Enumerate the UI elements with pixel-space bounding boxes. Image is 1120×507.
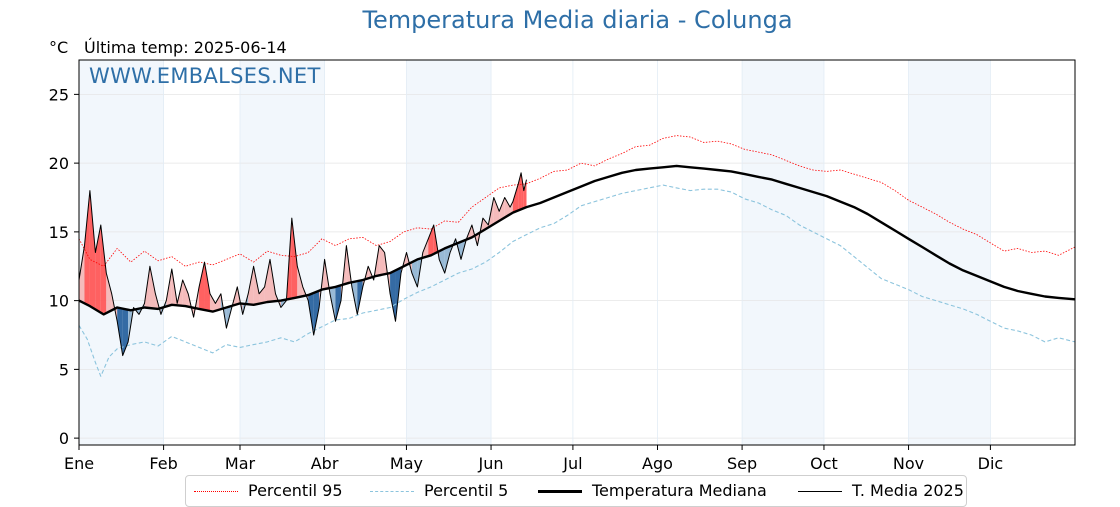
anomaly-fill-above	[264, 259, 271, 303]
anomaly-fill-above	[428, 225, 434, 257]
y-tick-label: 25	[49, 85, 69, 104]
series-line-p5	[78, 184, 1076, 377]
anomaly-fill-below	[411, 259, 418, 287]
legend: Percentil 95 Percentil 5 Temperatura Med…	[185, 475, 967, 507]
anomaly-fill-above	[215, 293, 221, 311]
x-tick-label-mar: Mar	[225, 454, 256, 473]
anomaly-fill-above	[204, 262, 210, 312]
anomaly-fill-below	[439, 248, 445, 274]
x-tick-label-jun: Jun	[478, 454, 504, 473]
y-tick-label: 0	[59, 429, 69, 448]
anomaly-fill-below	[122, 308, 129, 356]
anomaly-fill-above	[149, 266, 156, 309]
x-tick-label-jul: Jul	[562, 454, 582, 473]
x-tick-label-nov: Nov	[893, 454, 924, 473]
legend-swatch-p95	[194, 491, 238, 492]
anomaly-fill-above	[504, 197, 511, 218]
anomaly-fill-above	[510, 201, 513, 215]
anomaly-fill-above	[512, 183, 519, 213]
anomaly-fill-above	[106, 273, 112, 313]
x-tick-label-ene: Ene	[64, 454, 94, 473]
anomaly-fill-below	[313, 290, 320, 335]
anomaly-fill-above	[89, 190, 96, 310]
y-tick-label: 20	[49, 154, 69, 173]
month-shade-sep	[742, 60, 824, 445]
x-tick-label-dic: Dic	[978, 454, 1004, 473]
x-tick-label-abr: Abr	[311, 454, 339, 473]
last-temp-label: Última temp: 2025-06-14	[84, 38, 287, 57]
anomaly-fill-below	[117, 307, 123, 356]
anomaly-fill-above	[182, 280, 189, 307]
legend-label-current: T. Media 2025	[852, 481, 964, 500]
anomaly-fill-above	[493, 197, 500, 225]
anomaly-fill-above	[291, 218, 298, 299]
anomaly-fill-below	[390, 270, 396, 322]
anomaly-fill-above	[199, 262, 205, 310]
legend-swatch-p5	[370, 491, 414, 492]
x-tick-label-ago: Ago	[642, 454, 673, 473]
y-axis-unit-label: °C	[49, 38, 69, 57]
chart-title: Temperatura Media diaria - Colunga	[362, 6, 793, 34]
series-line-median	[78, 164, 1076, 316]
anomaly-fill-above	[79, 245, 85, 304]
anomaly-fill-above	[297, 266, 303, 298]
anomaly-fill-above	[521, 172, 524, 210]
month-shade-nov	[908, 60, 991, 445]
anomaly-fill-below	[335, 285, 341, 322]
series-line-p95	[78, 135, 1076, 267]
x-tick-label-oct: Oct	[810, 454, 838, 473]
y-tick-label: 10	[49, 292, 69, 311]
legend-label-median: Temperatura Mediana	[592, 481, 767, 500]
anomaly-fill-above	[100, 225, 107, 313]
legend-swatch-current	[798, 491, 842, 492]
legend-label-p95: Percentil 95	[248, 481, 343, 500]
x-tick-label-sep: Sep	[727, 454, 757, 473]
anomaly-fill-above	[499, 197, 505, 221]
watermark: WWW.EMBALSES.NET	[89, 64, 321, 88]
legend-swatch-median	[538, 490, 582, 493]
anomaly-fill-above	[523, 179, 527, 209]
month-shade-mar	[239, 60, 325, 445]
anomaly-fill-above	[84, 190, 90, 307]
y-tick-label: 15	[49, 223, 69, 242]
x-tick-label-feb: Feb	[149, 454, 177, 473]
legend-label-p5: Percentil 5	[424, 481, 509, 500]
x-tick-label-may: May	[390, 454, 423, 473]
series-line-current	[78, 172, 527, 357]
anomaly-fill-above	[379, 245, 385, 276]
y-tick-label: 5	[59, 360, 69, 379]
anomaly-fill-above	[209, 293, 216, 312]
anomaly-fill-above	[259, 286, 265, 304]
anomaly-fill-above	[248, 266, 254, 305]
plot-frame	[78, 59, 1076, 446]
